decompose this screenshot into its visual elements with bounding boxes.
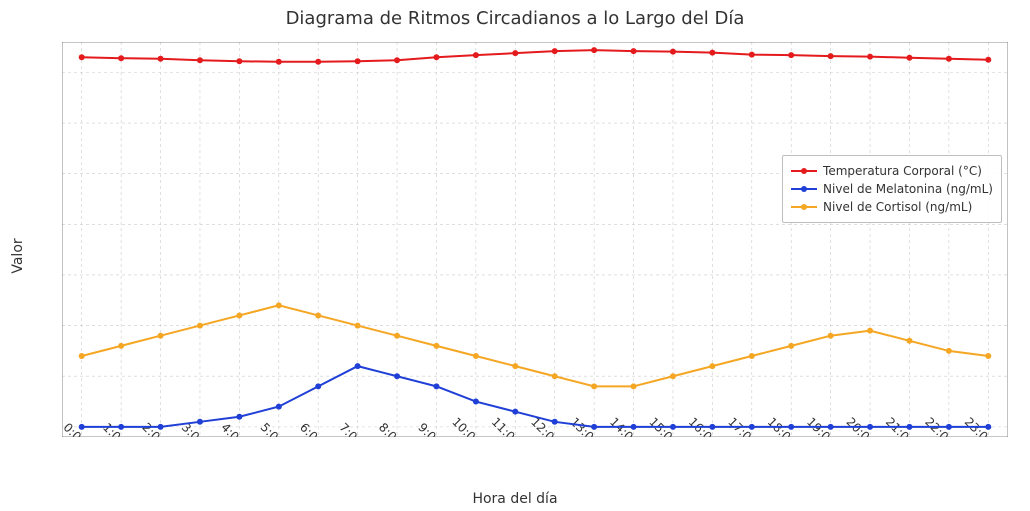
svg-text:0:00: 0:00 <box>62 420 89 437</box>
svg-text:2:00: 2:00 <box>139 420 168 437</box>
legend-label: Temperatura Corporal (°C) <box>823 164 982 178</box>
plot-area: 051015202530350:001:002:003:004:005:006:… <box>62 42 1008 437</box>
svg-text:8:00: 8:00 <box>376 420 405 437</box>
legend-swatch <box>791 206 817 208</box>
y-axis-label: Valor <box>10 238 26 273</box>
legend-label: Nivel de Melatonina (ng/mL) <box>823 182 993 196</box>
svg-text:1:00: 1:00 <box>100 420 129 437</box>
legend-item: Nivel de Cortisol (ng/mL) <box>791 198 993 216</box>
svg-text:6:00: 6:00 <box>297 420 326 437</box>
plot-svg: 051015202530350:001:002:003:004:005:006:… <box>62 42 1008 437</box>
svg-text:12:00: 12:00 <box>528 415 562 437</box>
legend-swatch <box>791 170 817 172</box>
svg-text:10:00: 10:00 <box>449 415 483 437</box>
svg-text:9:00: 9:00 <box>415 420 444 437</box>
legend-item: Temperatura Corporal (°C) <box>791 162 993 180</box>
legend-swatch <box>791 188 817 190</box>
svg-text:4:00: 4:00 <box>218 420 247 437</box>
chart-title: Diagrama de Ritmos Circadianos a lo Larg… <box>0 8 1030 29</box>
chart-container: Diagrama de Ritmos Circadianos a lo Larg… <box>0 0 1030 511</box>
svg-text:11:00: 11:00 <box>489 415 523 437</box>
svg-text:5:00: 5:00 <box>258 420 287 437</box>
x-axis-label: Hora del día <box>0 491 1030 507</box>
legend: Temperatura Corporal (°C) Nivel de Melato… <box>782 155 1002 223</box>
legend-label: Nivel de Cortisol (ng/mL) <box>823 200 972 214</box>
svg-text:7:00: 7:00 <box>336 420 365 437</box>
legend-item: Nivel de Melatonina (ng/mL) <box>791 180 993 198</box>
